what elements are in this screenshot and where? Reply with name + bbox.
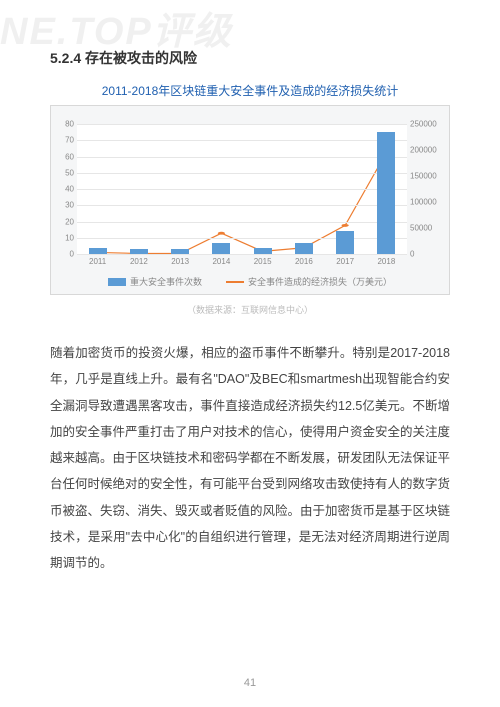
chart-legend: 重大安全事件次数 安全事件造成的经济损失（万美元）	[51, 275, 449, 288]
y-left-tick: 40	[65, 185, 77, 194]
y-right-tick: 200000	[407, 146, 437, 155]
section-heading: 5.2.4 存在被攻击的风险	[50, 48, 450, 68]
y-left-tick: 50	[65, 168, 77, 177]
y-right-tick: 150000	[407, 172, 437, 181]
bar	[89, 248, 107, 255]
y-right-tick: 50000	[407, 224, 432, 233]
x-tick: 2016	[295, 254, 313, 266]
x-tick: 2015	[254, 254, 272, 266]
plot-area: 0102030405060708005000010000015000020000…	[77, 124, 407, 254]
bar	[171, 249, 189, 254]
bar	[377, 132, 395, 254]
bar	[212, 243, 230, 254]
x-tick: 2012	[130, 254, 148, 266]
y-right-tick: 0	[407, 250, 414, 259]
y-left-tick: 0	[70, 250, 77, 259]
page-content: 5.2.4 存在被攻击的风险 2011-2018年区块链重大安全事件及造成的经济…	[0, 0, 500, 596]
chart-title: 2011-2018年区块链重大安全事件及造成的经济损失统计	[50, 82, 450, 99]
y-left-tick: 70	[65, 136, 77, 145]
y-right-tick: 100000	[407, 198, 437, 207]
bar	[295, 243, 313, 254]
y-left-tick: 10	[65, 233, 77, 242]
legend-line-label: 安全事件造成的经济损失（万美元）	[248, 275, 392, 288]
y-left-tick: 80	[65, 120, 77, 129]
y-left-tick: 20	[65, 217, 77, 226]
body-text: 随着加密货币的投资火爆，相应的盗币事件不断攀升。特别是2017-2018年，几乎…	[50, 340, 450, 576]
legend-line: 安全事件造成的经济损失（万美元）	[226, 275, 392, 288]
legend-bar-label: 重大安全事件次数	[130, 275, 202, 288]
page-number: 41	[0, 677, 500, 689]
y-left-tick: 30	[65, 201, 77, 210]
security-events-chart: 0 10 20 30 40 50 60 70 80 0 50000 100000 150000 20000…	[50, 105, 450, 295]
y-right-tick: 250000	[407, 120, 437, 129]
legend-bar: 重大安全事件次数	[108, 275, 202, 288]
legend-line-swatch	[226, 281, 244, 283]
legend-bar-swatch	[108, 278, 126, 286]
paragraph: 随着加密货币的投资火爆，相应的盗币事件不断攀升。特别是2017-2018年，几乎…	[50, 340, 450, 576]
bar	[130, 249, 148, 254]
bar	[336, 231, 354, 254]
x-tick: 2011	[89, 254, 106, 266]
x-tick: 2014	[212, 254, 230, 266]
y-left-tick: 60	[65, 152, 77, 161]
bar	[254, 248, 272, 255]
x-tick: 2017	[336, 254, 354, 266]
x-tick: 2018	[377, 254, 395, 266]
chart-source-note: （数据来源：互联网信息中心）	[50, 303, 450, 316]
x-tick: 2013	[171, 254, 189, 266]
